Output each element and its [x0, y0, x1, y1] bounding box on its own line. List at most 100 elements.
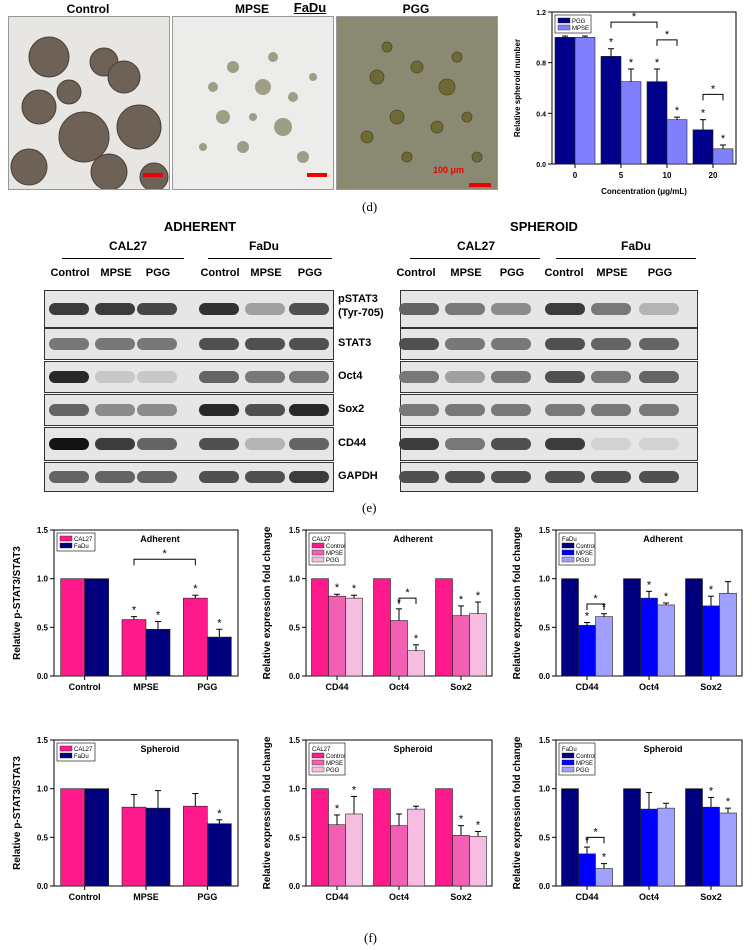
legend-label: MPSE — [572, 26, 589, 32]
legend-label: MPSE — [326, 761, 343, 767]
blot-band — [49, 371, 89, 383]
bar — [311, 578, 329, 677]
significance-star: * — [156, 609, 161, 621]
legend-label: PGG — [572, 19, 586, 25]
significance-star: * — [701, 108, 706, 120]
caption-d: (d) — [362, 199, 378, 214]
bracket-star: * — [632, 11, 637, 23]
significance-star: * — [726, 796, 731, 808]
x-tick-label: MPSE — [133, 892, 159, 902]
spheroid-fadu: FaDu — [621, 239, 651, 253]
blot-adherent-row — [44, 394, 334, 426]
blot-band — [137, 404, 177, 416]
divider — [556, 258, 696, 259]
micrograph-label-pgg: PGG — [402, 2, 430, 16]
significance-star: * — [459, 814, 464, 826]
legend-label: CAL27 — [74, 537, 93, 543]
bar — [452, 615, 470, 677]
chart-title: Adherent — [393, 534, 433, 544]
blot-band — [591, 371, 631, 383]
bar — [623, 578, 641, 677]
blot-band — [639, 303, 679, 315]
y-tick-label: 0.4 — [536, 111, 546, 118]
x-tick-label: Control — [69, 892, 101, 902]
bar — [595, 616, 613, 677]
blot-band — [137, 303, 177, 315]
y-axis-label: Relative p-STAT3/STAT3 — [12, 756, 23, 870]
significance-star: * — [352, 583, 357, 595]
bar — [692, 129, 714, 165]
x-tick-label: CD44 — [325, 682, 348, 692]
bar — [183, 597, 208, 677]
y-tick-label: 1.0 — [37, 785, 49, 794]
y-tick-label: 1.5 — [289, 736, 301, 745]
y-tick-label: 1.5 — [37, 526, 49, 535]
blot-adherent-row — [44, 328, 334, 360]
bracket-star: * — [593, 826, 598, 838]
blot-band — [245, 471, 285, 483]
bracket-star: * — [711, 83, 716, 95]
significance-star: * — [655, 57, 660, 69]
blot-band — [245, 338, 285, 350]
micrograph-pgg: 100 μm — [336, 16, 498, 190]
x-tick-label: 20 — [709, 171, 718, 180]
y-tick-label: 0.0 — [37, 672, 49, 681]
legend-swatch — [59, 745, 73, 752]
lane-label: MPSE — [596, 267, 628, 279]
blot-band — [49, 471, 89, 483]
bar — [666, 119, 688, 165]
y-axis-label: Relative expression fold change — [262, 736, 273, 889]
bar — [712, 148, 734, 165]
bar — [60, 578, 85, 677]
adherent-fadu: FaDu — [249, 239, 279, 253]
significance-star: * — [602, 852, 607, 864]
y-tick-label: 0.0 — [536, 162, 546, 169]
blot-band — [137, 438, 177, 450]
y-tick-label: 1.0 — [539, 575, 551, 584]
y-axis-label: Relative expression fold change — [512, 736, 523, 889]
caption-e: (e) — [362, 500, 377, 515]
bar — [640, 597, 658, 677]
blot-band — [491, 303, 531, 315]
significance-star: * — [132, 605, 137, 617]
legend-swatch — [561, 766, 575, 773]
y-tick-label: 0.5 — [289, 833, 301, 842]
blot-spheroid-row — [399, 427, 698, 461]
bar — [121, 619, 147, 677]
blot-spheroid-row — [399, 462, 698, 492]
y-tick-label: 1.5 — [37, 736, 49, 745]
blot-band — [289, 438, 329, 450]
bar — [145, 807, 171, 887]
y-axis-label: Relative expression fold change — [512, 526, 523, 679]
protein-label: STAT3 — [338, 337, 372, 349]
x-tick-label: Oct4 — [389, 682, 409, 692]
y-tick-label: 1.0 — [289, 575, 301, 584]
bar — [574, 37, 596, 165]
micrograph-control — [8, 16, 170, 190]
significance-bracket — [656, 39, 678, 46]
bar — [328, 595, 346, 677]
blot-band — [545, 338, 585, 350]
legend-label: Control — [576, 754, 595, 760]
blot-spheroid-row — [399, 394, 698, 426]
adherent-cal27-expression-chart: 0.0 0.5 1.0 1.5 Relative expression fold cha… — [262, 526, 493, 692]
x-tick-label: Control — [69, 682, 101, 692]
adherent-cal27: CAL27 — [108, 239, 147, 253]
blot-band — [137, 471, 177, 483]
blot-band — [245, 303, 285, 315]
lane-label: PGG — [499, 267, 525, 279]
x-tick-label: Sox2 — [700, 892, 722, 902]
blot-band — [591, 303, 631, 315]
bracket-star: * — [593, 593, 598, 605]
spheroid-pstat3-chart: 0.0 0.5 1.0 1.5 Relative p-STAT3/STAT3 Sphero… — [12, 736, 239, 902]
blot-band — [199, 338, 239, 350]
blot-band — [491, 438, 531, 450]
legend-swatch — [311, 766, 325, 773]
chart-title: Adherent — [140, 534, 180, 544]
blot-band — [199, 303, 239, 315]
bar — [561, 578, 579, 677]
blot-band — [95, 303, 135, 315]
blot-band — [545, 303, 585, 315]
x-tick-label: MPSE — [133, 682, 159, 692]
bar — [435, 578, 453, 677]
